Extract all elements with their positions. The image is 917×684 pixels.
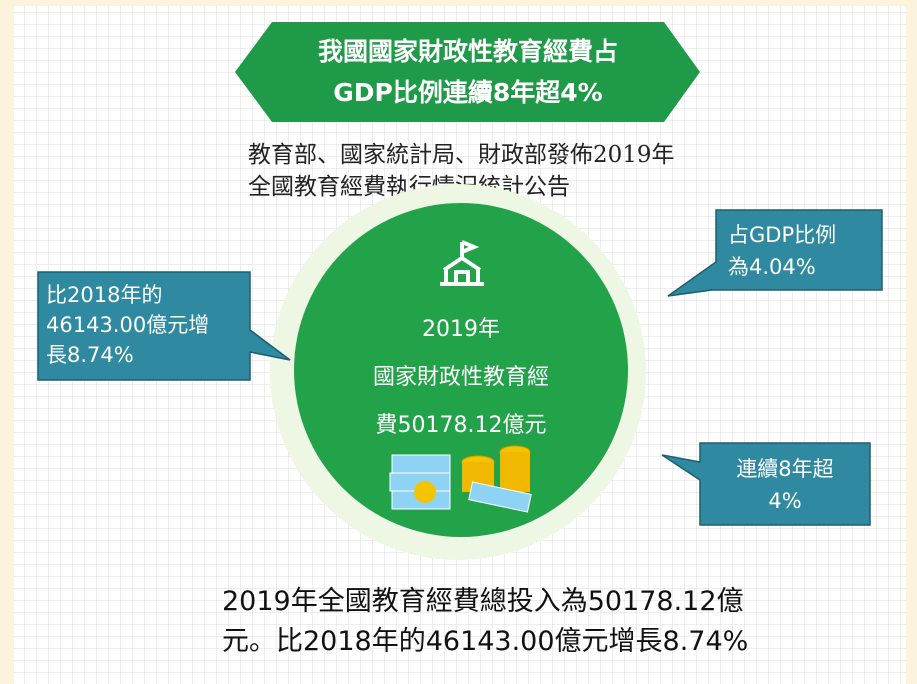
callout: 連續8年超 4% (661, 442, 871, 526)
callout-text: 比2018年的 (46, 283, 162, 307)
subtitle: 教育部、國家統計局、財政部發佈2019年 (248, 142, 675, 168)
banner (235, 22, 700, 122)
callout-text: 4% (768, 489, 801, 513)
callout-text: 為4.04% (728, 255, 816, 279)
summary-text: 2019年全國教育經費總投入為50178.12億 (222, 586, 744, 617)
callout: 占GDP比例 為4.04% (667, 209, 883, 297)
center-text: 費50178.12億元 (376, 413, 547, 438)
money-icon (389, 445, 532, 513)
center-text: 2019年 (422, 317, 500, 342)
banner-title: 我國國家財政性教育經費占 (318, 37, 618, 66)
school-icon (440, 240, 484, 286)
callout-text: 長8.74% (46, 343, 134, 367)
center-text: 國家財政性教育經 (373, 365, 549, 390)
callout-text: 連續8年超 (736, 457, 833, 481)
center-circle (294, 203, 628, 537)
banner-title: GDP比例連續8年超4% (333, 78, 602, 107)
callout-text: 46143.00億元增 (46, 313, 209, 337)
callout: 比2018年的 46143.00億元增 長8.74% (37, 271, 291, 381)
summary-text: 元。比2018年的46143.00億元增長8.74% (222, 626, 748, 657)
callout-text: 占GDP比例 (728, 223, 836, 247)
